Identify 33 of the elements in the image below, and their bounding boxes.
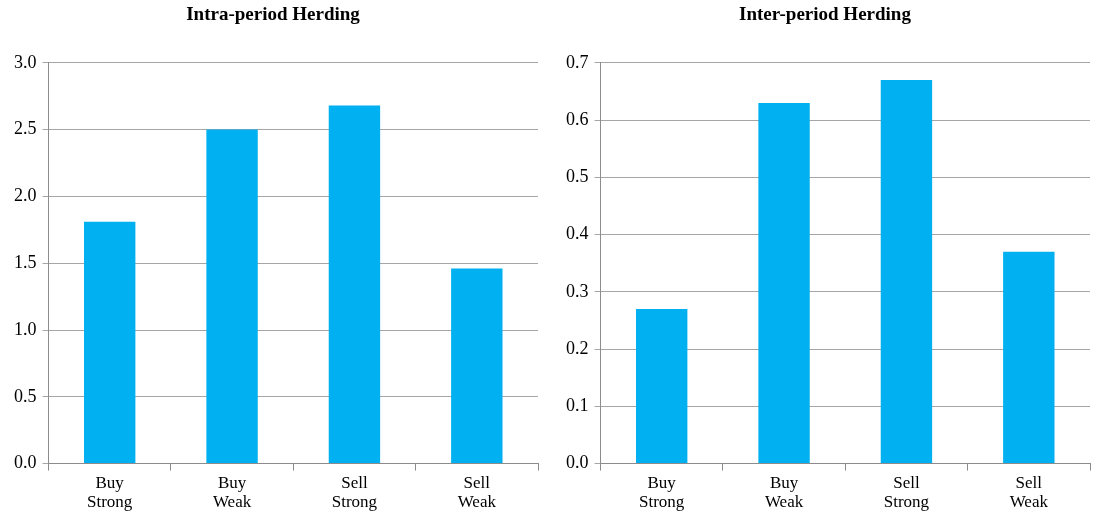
y-tick-label: 0.0 bbox=[566, 452, 589, 473]
x-tick-label: Sell Strong bbox=[331, 473, 378, 512]
y-tick-label: 0.3 bbox=[566, 280, 589, 301]
bar bbox=[880, 79, 933, 464]
x-tick-label: Sell Weak bbox=[1009, 473, 1049, 512]
bar bbox=[1003, 251, 1055, 464]
x-tick-label: Buy Strong bbox=[639, 473, 685, 512]
bar bbox=[758, 102, 810, 464]
bar bbox=[635, 309, 688, 464]
bar bbox=[451, 268, 503, 464]
y-tick-label: 2.0 bbox=[14, 185, 37, 206]
bar bbox=[328, 105, 381, 464]
x-tick-label: Sell Weak bbox=[457, 473, 497, 512]
bar bbox=[83, 221, 136, 464]
chart-title: Inter-period Herding bbox=[739, 3, 912, 25]
x-tick-label: Sell Strong bbox=[883, 473, 930, 512]
y-tick-label: 0.7 bbox=[566, 51, 589, 72]
x-tick-label: Buy Weak bbox=[212, 473, 252, 512]
y-tick-label: 0.5 bbox=[14, 385, 37, 406]
x-tick-label: Buy Strong bbox=[87, 473, 133, 512]
y-tick-label: 0.2 bbox=[566, 337, 589, 358]
y-tick-label: 1.5 bbox=[14, 251, 37, 272]
y-tick-label: 0.0 bbox=[14, 452, 37, 473]
x-tick-label: Buy Weak bbox=[764, 473, 804, 512]
y-tick-label: 0.5 bbox=[566, 166, 589, 187]
bar bbox=[206, 129, 258, 464]
y-tick-label: 3.0 bbox=[14, 51, 37, 72]
y-tick-label: 2.5 bbox=[14, 118, 37, 139]
y-tick-label: 0.1 bbox=[566, 395, 589, 416]
chart-title: Intra-period Herding bbox=[186, 3, 361, 25]
y-tick-label: 0.6 bbox=[566, 108, 589, 129]
y-tick-label: 1.0 bbox=[14, 318, 37, 339]
y-tick-label: 0.4 bbox=[566, 223, 589, 244]
